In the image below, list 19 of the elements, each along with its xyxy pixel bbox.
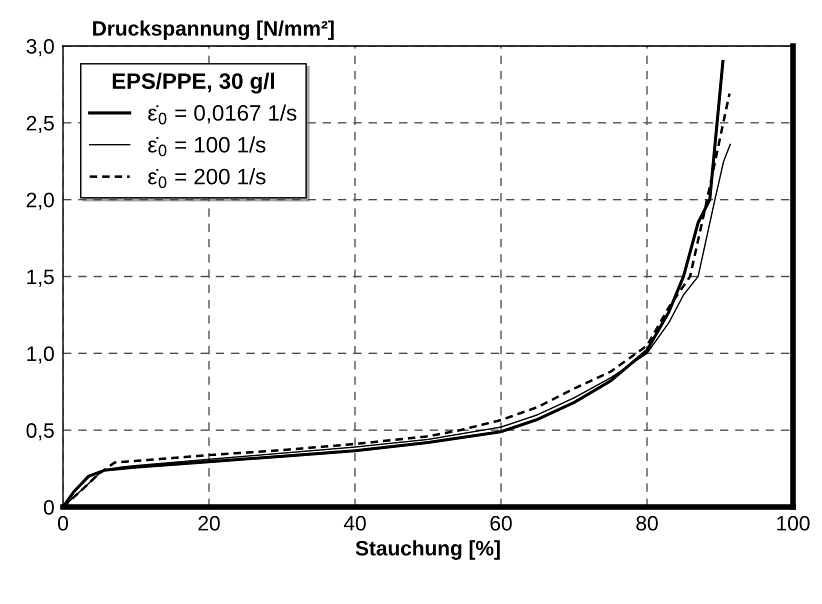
x-tick-label: 100 <box>777 516 810 531</box>
legend-label: ε̇$_{0}$ = 100 1/s <box>148 136 266 156</box>
x-tick-label: 60 <box>490 516 512 531</box>
y-tick-label: 1,0 <box>27 346 54 364</box>
y-tick-label: 2,5 <box>26 116 54 134</box>
legend-label: ε̇$_{0}$ = 0,0167 1/s <box>148 104 296 124</box>
y-tick-label: 0,5 <box>26 423 54 440</box>
legend-title: EPS/PPE, 30 g/l <box>112 72 274 94</box>
x-tick-label: 20 <box>198 516 220 531</box>
y-tick-label: 1,5 <box>27 270 54 287</box>
x-axis-title: Stauchung [%] <box>356 540 500 560</box>
y-tick-label: 0 <box>44 500 54 515</box>
y-tick-label: 2,0 <box>26 192 54 210</box>
y-axis-title: Druckspannung [N/mm²] <box>93 20 334 40</box>
legend-label: ε̇$_{0}$ = 200 1/s <box>148 168 266 188</box>
x-tick-label: 0 <box>58 516 68 531</box>
x-tick-label: 40 <box>344 516 366 531</box>
x-tick-label: 80 <box>636 516 658 531</box>
y-tick-label: 3,0 <box>26 39 54 56</box>
